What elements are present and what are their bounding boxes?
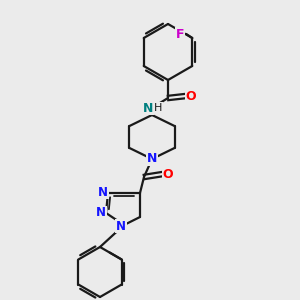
Text: N: N bbox=[143, 101, 153, 115]
Text: N: N bbox=[98, 185, 108, 199]
Text: N: N bbox=[116, 220, 126, 232]
Text: H: H bbox=[154, 103, 162, 113]
Text: N: N bbox=[96, 206, 106, 220]
Text: F: F bbox=[176, 28, 184, 40]
Text: O: O bbox=[186, 89, 196, 103]
Text: N: N bbox=[147, 152, 157, 166]
Text: O: O bbox=[163, 167, 173, 181]
